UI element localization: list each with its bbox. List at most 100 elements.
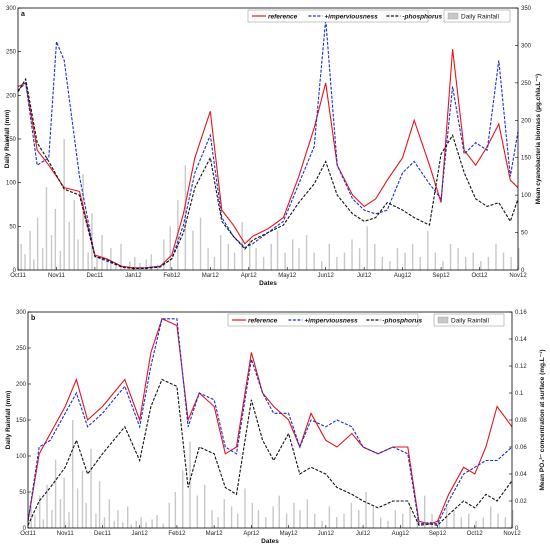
rainfall-bar	[42, 519, 45, 528]
rainfall-bar	[518, 248, 520, 270]
x-tick-label: Mar12	[206, 531, 224, 537]
x-tick-label: Sep12	[432, 273, 450, 279]
rainfall-bar	[381, 256, 384, 270]
rainfall-bar	[156, 264, 159, 270]
x-tick-label: Oct12	[472, 273, 489, 279]
rainfall-bar	[278, 495, 280, 528]
series-line-imperviousness	[17, 19, 519, 270]
rainfall-bar	[233, 252, 236, 270]
x-axis-label: Dates	[261, 538, 279, 545]
rainfall-bar	[453, 510, 455, 528]
legend-box	[247, 9, 429, 23]
rainfall-bar	[227, 243, 229, 270]
rainfall-bar	[468, 513, 470, 528]
rainfall-bar	[350, 502, 353, 528]
y-left-tick-label: 300	[16, 310, 27, 316]
x-tick-label: Apr12	[241, 273, 258, 279]
y-right-tick-label: 0.12	[515, 364, 527, 370]
rainfall-bar	[291, 239, 294, 270]
y-right-tick-label: 0	[515, 526, 519, 532]
x-tick-label: Jul12	[356, 531, 371, 537]
rainfall-bar	[265, 517, 267, 528]
rainfall-bar	[328, 506, 331, 528]
rainfall-bar	[416, 517, 419, 528]
rainfall-bar	[230, 506, 233, 528]
legend: reference +imperviousness -phosphorus Daily…	[247, 9, 511, 23]
x-tick-label: Jan12	[125, 273, 142, 279]
rainfall-bar	[328, 243, 331, 270]
rainfall-bar	[162, 523, 164, 528]
rainfall-bar	[207, 248, 209, 270]
rainfall-bar	[90, 448, 92, 528]
y-left-axis-label: Daily Rainfall (mm)	[5, 391, 12, 450]
panel-label: b	[31, 315, 35, 322]
rainfall-bar	[163, 239, 165, 270]
rainfall-bar	[249, 239, 251, 270]
rainfall-bar	[106, 261, 108, 270]
rainfall-bar	[272, 506, 274, 528]
panel-a-chart: Oct11 Nov11 Dec11 Jan12 Feb12 Mar12 Apr12 May12…	[4, 6, 542, 287]
x-tick-label: Dec11	[86, 273, 104, 279]
rainfall-bar	[110, 248, 112, 270]
x-tick-label: Jun12	[318, 273, 335, 279]
legend-swatch-rainfall	[437, 316, 449, 324]
rainfall-bar	[29, 230, 31, 270]
rainfall-bar	[387, 520, 389, 528]
x-tick-label: Jan12	[132, 531, 149, 537]
rainfall-bar	[211, 510, 213, 528]
x-tick-label: Nov12	[503, 531, 521, 537]
rainfall-bar	[244, 488, 246, 528]
legend-entry: reference	[268, 13, 298, 20]
legend-entry: -phosphorus	[382, 317, 422, 324]
y-left-tick-label: 300	[6, 6, 17, 12]
y-right-tick-label: 250	[521, 81, 532, 87]
y-right-axis-label: Mean cyanobacteria biomass (µg.chla.L⁻¹)	[535, 74, 542, 204]
legend-entry-rainfall: Daily Rainfall	[451, 317, 489, 324]
rainfall-bar	[305, 235, 308, 270]
x-axis-label: Dates	[259, 280, 277, 287]
rainfall-bar	[182, 470, 184, 528]
rainfall-bar	[490, 506, 492, 528]
y-right-tick-label: 150	[521, 156, 532, 162]
series-line-phosphorus	[17, 77, 519, 270]
rainfall-bar	[510, 256, 512, 270]
panel-b-chart: Oct11 Nov11 Dec11 Jan12 Feb12 Mar12 Apr12 May12…	[5, 310, 546, 545]
y-right-tick-label: 0.14	[515, 337, 527, 343]
rainfall-bar	[122, 522, 124, 528]
y-left-tick-label: 0	[23, 526, 27, 532]
rainfall-bar	[457, 248, 459, 270]
y-right-tick-label: 0.16	[515, 310, 527, 316]
rainfall-bar	[130, 524, 133, 528]
rainfall-bar	[46, 484, 48, 528]
series-line-reference	[27, 318, 513, 525]
y-left-tick-label: 50	[19, 490, 26, 496]
legend-entry-rainfall: Daily Rainfall	[461, 13, 499, 20]
rainfall-bar	[87, 252, 89, 270]
rainfall-bar	[438, 520, 441, 528]
legend-entry: +imperviousness	[324, 13, 378, 20]
rainfall-bar	[140, 517, 142, 528]
series-line-phosphorus	[27, 378, 513, 526]
rainfall-bar	[145, 259, 147, 270]
x-tick-label: Aug12	[394, 273, 412, 279]
rainfall-bar	[487, 256, 490, 270]
rainfall-bar	[108, 499, 111, 528]
rainfall-bar	[411, 243, 414, 270]
rainfall-bar	[127, 506, 129, 528]
rainfall-bar	[343, 252, 346, 270]
legend-entry: reference	[248, 317, 278, 324]
rainfall-bar	[72, 420, 74, 528]
rainfall-bar	[380, 517, 382, 528]
y-right-tick-label: 0	[521, 268, 525, 274]
rainfall-bar	[115, 263, 117, 270]
x-tick-label: Oct11	[20, 531, 36, 537]
y-right-tick-label: 200	[521, 118, 532, 124]
rainfall-bar	[314, 513, 316, 528]
x-tick-label: Dec11	[94, 531, 112, 537]
rainfall-bar	[336, 517, 338, 528]
rainfall-bar	[45, 187, 48, 270]
rainfall-bar	[50, 235, 53, 270]
rainfall-bar	[298, 248, 300, 270]
rainfall-bar	[139, 263, 141, 270]
